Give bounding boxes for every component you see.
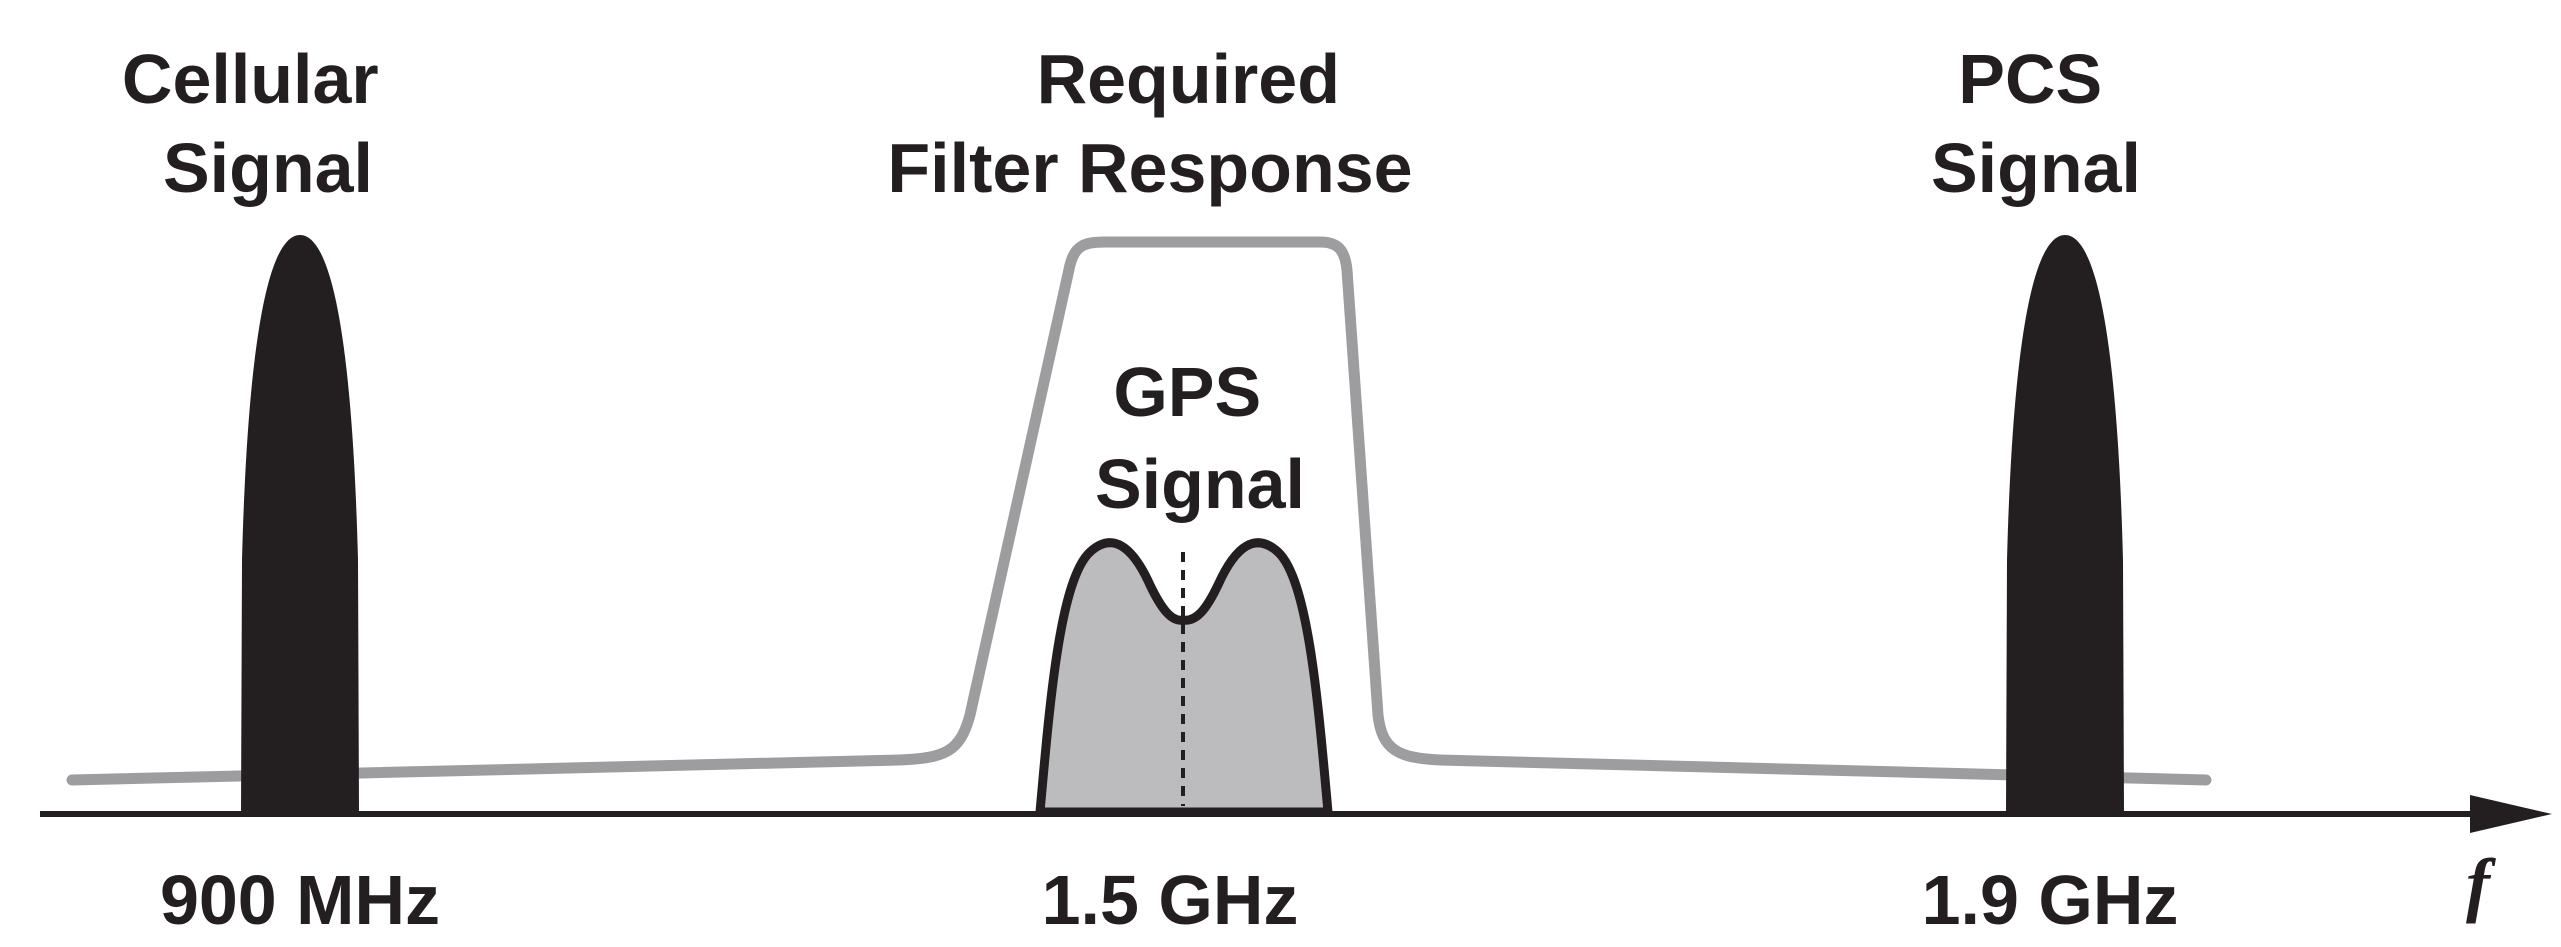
gps-label-line-1: GPS [1113,353,1261,431]
freq-label-pcs: 1.9 GHz [1922,861,2179,939]
filter-label-line-1: Required [1037,40,1340,118]
pcs-label: PCS Signal [1931,40,2141,207]
gps-signal-spectrum [1035,538,1333,817]
cellular-label-line-1: Cellular [122,40,379,118]
pcs-label-line-2: Signal [1931,129,2141,207]
freq-label-cellular: 900 MHz [160,861,440,939]
gps-label-line-2: Signal [1095,445,1305,523]
cellular-label: Cellular Signal [122,40,398,207]
axis-variable-label: f [2466,844,2496,924]
cellular-label-line-2: Signal [163,129,373,207]
freq-label-gps: 1.5 GHz [1042,861,1299,939]
cellular-signal-spectrum [241,235,359,814]
filter-label-line-2: Filter Response [887,129,1412,207]
filter-response-label: Required Filter Response [887,40,1412,207]
pcs-label-line-1: PCS [1958,40,2102,118]
gps-label: GPS Signal [1095,353,1305,523]
pcs-signal-spectrum [2006,235,2124,814]
axis-arrowhead [2470,795,2552,833]
filter-response-curve [66,236,2212,786]
